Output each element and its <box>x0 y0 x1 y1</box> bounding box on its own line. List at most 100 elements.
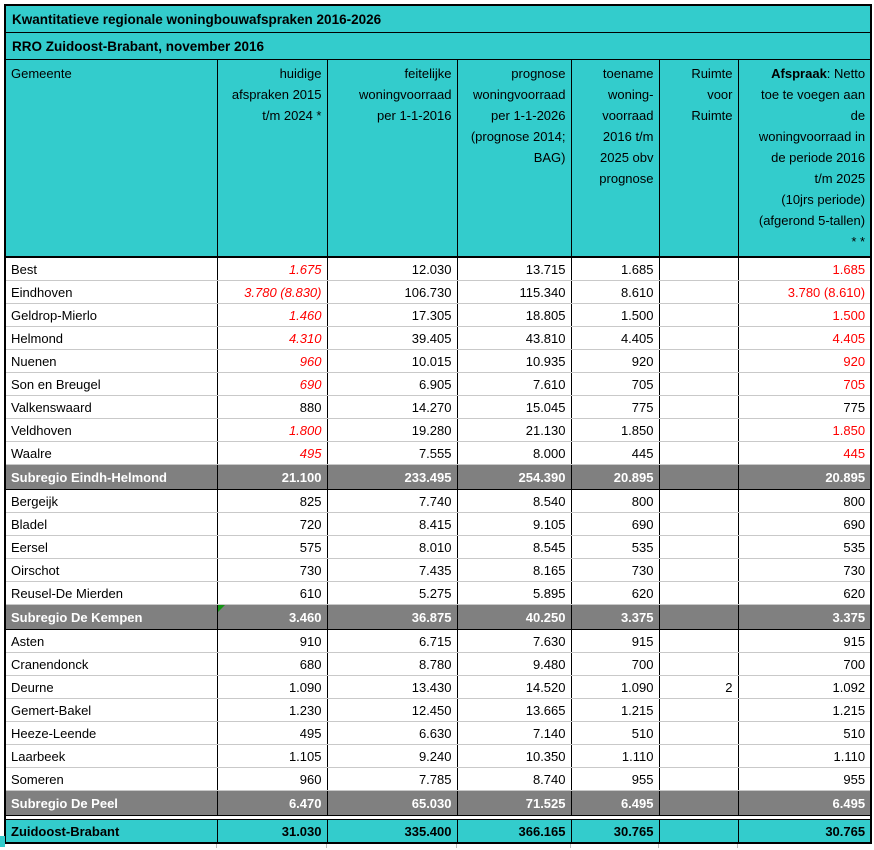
cell-gemeente: Zuidoost-Brabant <box>5 819 217 844</box>
cell-huidige-afspraken: 575 <box>216 535 327 559</box>
cell-gemeente: Geldrop-Mierlo <box>5 303 217 327</box>
cell-gemeente: Nuenen <box>5 349 217 373</box>
cell-ruimte-voor-ruimte <box>658 819 738 844</box>
cell-feitelijke-woningvoorraad: 9.240 <box>326 744 457 768</box>
cell-afspraak: 20.895 <box>737 464 872 490</box>
cell-prognose-woningvoorraad: 115.340 <box>456 280 571 304</box>
cell-huidige-afspraken: 1.090 <box>216 675 327 699</box>
cell-prognose-woningvoorraad: 8.540 <box>456 489 571 513</box>
cell-afspraak: 1.850 <box>737 418 872 442</box>
cell-prognose-woningvoorraad: 7.140 <box>456 721 571 745</box>
cell-gemeente: Valkenswaard <box>5 395 217 419</box>
cell-feitelijke-woningvoorraad: 13.430 <box>326 675 457 699</box>
cell-ruimte-voor-ruimte <box>658 652 738 676</box>
housing-agreements-table: Kwantitatieve regionale woningbouwafspra… <box>4 4 873 844</box>
cell-afspraak: 1.110 <box>737 744 872 768</box>
cell-feitelijke-woningvoorraad: 39.405 <box>326 326 457 350</box>
cell-afspraak: 510 <box>737 721 872 745</box>
gridline-stub <box>456 844 457 848</box>
cell-toename-woningvoorraad: 20.895 <box>570 464 659 490</box>
cell-prognose-woningvoorraad: 5.895 <box>456 581 571 605</box>
cell-huidige-afspraken: 3.460 <box>216 604 327 630</box>
cell-gemeente: Subregio Eindh-Helmond <box>5 464 217 490</box>
cell-afspraak: 445 <box>737 441 872 465</box>
subtotal-row: Subregio Eindh-Helmond 21.100 233.495 254.3… <box>5 464 872 490</box>
cell-feitelijke-woningvoorraad: 7.435 <box>326 558 457 582</box>
cell-toename-woningvoorraad: 1.850 <box>570 418 659 442</box>
cell-toename-woningvoorraad: 800 <box>570 489 659 513</box>
table-row: Nuenen 960 10.015 10.935 920 920 <box>5 349 872 373</box>
cell-afspraak: 3.780 (8.610) <box>737 280 872 304</box>
cell-ruimte-voor-ruimte <box>658 790 738 816</box>
cell-prognose-woningvoorraad: 10.350 <box>456 744 571 768</box>
cell-huidige-afspraken: 6.470 <box>216 790 327 816</box>
cell-afspraak: 1.215 <box>737 698 872 722</box>
double-border-gap <box>5 815 872 820</box>
table-row: Geldrop-Mierlo 1.460 17.305 18.805 1.500 1.50… <box>5 303 872 327</box>
cell-prognose-woningvoorraad: 366.165 <box>456 819 571 844</box>
housing-agreements-sheet: Kwantitatieve regionale woningbouwafspra… <box>4 4 873 850</box>
cell-ruimte-voor-ruimte <box>658 629 738 653</box>
cell-toename-woningvoorraad: 535 <box>570 535 659 559</box>
cell-prognose-woningvoorraad: 10.935 <box>456 349 571 373</box>
cell-ruimte-voor-ruimte <box>658 303 738 327</box>
cell-afspraak: 705 <box>737 372 872 396</box>
table-row: Eindhoven 3.780 (8.830) 106.730 115.340 8.61… <box>5 280 872 304</box>
cell-afspraak: 800 <box>737 489 872 513</box>
excel-error-marker-icon <box>218 605 225 612</box>
title-row: Kwantitatieve regionale woningbouwafspra… <box>5 5 872 33</box>
cell-huidige-afspraken: 880 <box>216 395 327 419</box>
table-row: Waalre 495 7.555 8.000 445 445 <box>5 441 872 465</box>
cell-gemeente: Helmond <box>5 326 217 350</box>
cell-ruimte-voor-ruimte <box>658 418 738 442</box>
cell-ruimte-voor-ruimte <box>658 395 738 419</box>
subtotal-row: Subregio De Kempen 3.460 36.875 40.250 3.375… <box>5 604 872 630</box>
cell-huidige-afspraken: 1.800 <box>216 418 327 442</box>
cell-feitelijke-woningvoorraad: 7.555 <box>326 441 457 465</box>
cell-feitelijke-woningvoorraad: 5.275 <box>326 581 457 605</box>
cell-huidige-afspraken: 1.460 <box>216 303 327 327</box>
cell-huidige-afspraken: 3.780 (8.830) <box>216 280 327 304</box>
cell-afspraak: 30.765 <box>737 819 872 844</box>
cell-ruimte-voor-ruimte <box>658 257 738 281</box>
cell-huidige-afspraken: 720 <box>216 512 327 536</box>
cell-huidige-afspraken: 1.675 <box>216 257 327 281</box>
cell-toename-woningvoorraad: 915 <box>570 629 659 653</box>
cell-ruimte-voor-ruimte <box>658 604 738 630</box>
cell-feitelijke-woningvoorraad: 7.740 <box>326 489 457 513</box>
cell-prognose-woningvoorraad: 8.165 <box>456 558 571 582</box>
cell-afspraak: 535 <box>737 535 872 559</box>
cell-toename-woningvoorraad: 1.110 <box>570 744 659 768</box>
cell-ruimte-voor-ruimte <box>658 744 738 768</box>
cell-feitelijke-woningvoorraad: 335.400 <box>326 819 457 844</box>
subtotal-row: Subregio De Peel 6.470 65.030 71.525 6.495 6.… <box>5 790 872 816</box>
cell-gemeente: Gemert-Bakel <box>5 698 217 722</box>
table-row: Veldhoven 1.800 19.280 21.130 1.850 1.850 <box>5 418 872 442</box>
cell-ruimte-voor-ruimte <box>658 349 738 373</box>
cell-feitelijke-woningvoorraad: 7.785 <box>326 767 457 791</box>
cell-feitelijke-woningvoorraad: 8.780 <box>326 652 457 676</box>
cell-feitelijke-woningvoorraad: 233.495 <box>326 464 457 490</box>
cell-gemeente: Subregio De Kempen <box>5 604 217 630</box>
cell-ruimte-voor-ruimte <box>658 698 738 722</box>
cell-toename-woningvoorraad: 690 <box>570 512 659 536</box>
clipped-next-row-artifact <box>0 836 5 847</box>
cell-afspraak: 920 <box>737 349 872 373</box>
column-header-feitelijke-woningvoorraad: feitelijke woningvoorraad per 1-1-2016 <box>326 59 457 258</box>
cell-afspraak: 3.375 <box>737 604 872 630</box>
cell-ruimte-voor-ruimte <box>658 441 738 465</box>
cell-prognose-woningvoorraad: 8.740 <box>456 767 571 791</box>
cell-ruimte-voor-ruimte <box>658 464 738 490</box>
cell-gemeente: Asten <box>5 629 217 653</box>
cell-ruimte-voor-ruimte <box>658 489 738 513</box>
table-row: Valkenswaard 880 14.270 15.045 775 775 <box>5 395 872 419</box>
cell-prognose-woningvoorraad: 9.480 <box>456 652 571 676</box>
cell-toename-woningvoorraad: 6.495 <box>570 790 659 816</box>
cell-feitelijke-woningvoorraad: 8.415 <box>326 512 457 536</box>
cell-gemeente: Waalre <box>5 441 217 465</box>
cell-toename-woningvoorraad: 730 <box>570 558 659 582</box>
cell-huidige-afspraken: 730 <box>216 558 327 582</box>
cell-afspraak: 730 <box>737 558 872 582</box>
page-title: Kwantitatieve regionale woningbouwafspra… <box>5 5 872 33</box>
cell-feitelijke-woningvoorraad: 14.270 <box>326 395 457 419</box>
